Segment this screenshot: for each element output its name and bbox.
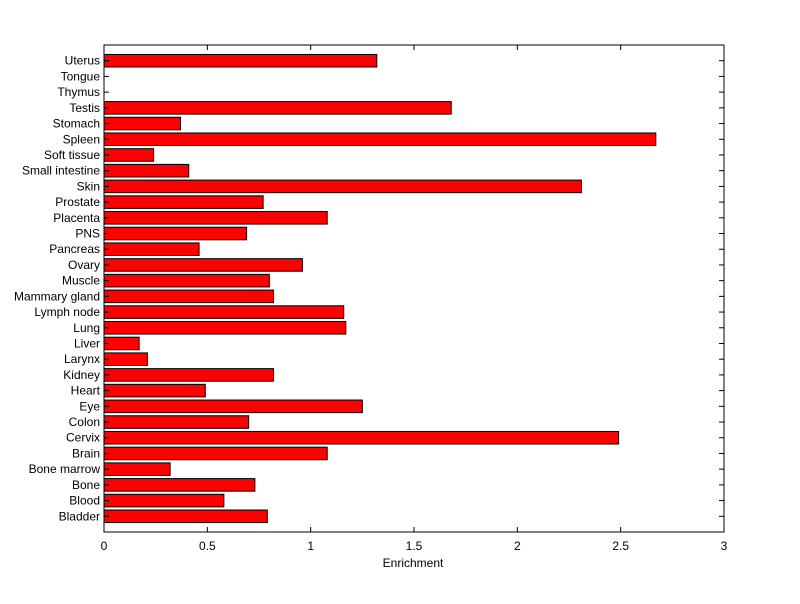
bar-testis bbox=[103, 101, 452, 115]
bar-uterus bbox=[103, 53, 378, 68]
bar-ovary bbox=[103, 258, 303, 272]
x-tick-label: 3 bbox=[721, 539, 728, 553]
category-label: Bladder bbox=[59, 509, 100, 523]
category-label: Stomach bbox=[53, 117, 100, 131]
x-tick-label: 0 bbox=[101, 539, 108, 553]
bar-lung bbox=[103, 320, 347, 335]
category-label: Ovary bbox=[68, 258, 100, 272]
category-label: Spleen bbox=[63, 132, 100, 146]
bar-lymph-node bbox=[103, 305, 345, 319]
category-label: Liver bbox=[74, 336, 100, 350]
category-label: Eye bbox=[79, 399, 100, 413]
category-label: Placenta bbox=[53, 211, 100, 225]
category-label: Blood bbox=[69, 494, 100, 508]
x-tick-label: 1 bbox=[307, 539, 314, 553]
bar-bone bbox=[103, 478, 256, 492]
bar-heart bbox=[103, 383, 206, 398]
category-label: Thymus bbox=[57, 85, 100, 99]
category-label: Kidney bbox=[63, 368, 100, 382]
category-label: Larynx bbox=[64, 352, 100, 366]
category-label: Muscle bbox=[62, 274, 100, 288]
bar-stomach bbox=[103, 116, 181, 131]
category-label: PNS bbox=[75, 227, 100, 241]
category-label: Bone bbox=[72, 478, 100, 492]
category-label: Colon bbox=[69, 415, 100, 429]
category-label: Skin bbox=[77, 179, 100, 193]
category-label: Lymph node bbox=[34, 305, 100, 319]
bar-bone-marrow bbox=[103, 462, 171, 476]
category-label: Small intestine bbox=[22, 164, 100, 178]
category-label: Lung bbox=[73, 321, 100, 335]
bar-cervix bbox=[103, 430, 620, 445]
category-label: Heart bbox=[71, 384, 101, 398]
bar-brain bbox=[103, 446, 328, 461]
bar-prostate bbox=[103, 195, 264, 209]
bar-blood bbox=[103, 493, 225, 508]
plot-frame bbox=[103, 44, 725, 533]
category-label: Soft tissue bbox=[44, 148, 100, 162]
category-label: Uterus bbox=[65, 54, 100, 68]
bar-eye bbox=[103, 399, 363, 414]
category-label: Testis bbox=[69, 101, 100, 115]
bar-skin bbox=[103, 179, 582, 194]
category-label: Mammary gland bbox=[14, 289, 100, 303]
category-label: Prostate bbox=[55, 195, 100, 209]
bar-colon bbox=[103, 415, 250, 429]
bar-liver bbox=[103, 336, 140, 351]
x-tick-labels-group: 0 0.5 1 1.5 2 2.5 3 bbox=[101, 539, 728, 553]
category-label: Tongue bbox=[61, 69, 101, 83]
bar-mammary-gland bbox=[103, 289, 274, 304]
bar-placenta bbox=[103, 211, 328, 225]
bar-soft-tissue bbox=[103, 148, 155, 162]
x-axis-label: Enrichment bbox=[383, 556, 444, 570]
category-label: Cervix bbox=[66, 431, 100, 445]
x-tick-label: 2 bbox=[514, 539, 521, 553]
x-tick-label: 1.5 bbox=[406, 539, 423, 553]
bar-larynx bbox=[103, 352, 148, 366]
category-label: Pancreas bbox=[49, 242, 100, 256]
category-label: Bone marrow bbox=[29, 462, 101, 476]
category-label: Brain bbox=[72, 446, 100, 460]
bar-bladder bbox=[103, 509, 268, 524]
bar-spleen bbox=[103, 132, 657, 147]
bar-muscle bbox=[103, 273, 270, 288]
bar-pns bbox=[103, 226, 248, 241]
x-tick-label: 0.5 bbox=[199, 539, 216, 553]
bar-pancreas bbox=[103, 242, 200, 257]
x-tick-label: 2.5 bbox=[612, 539, 629, 553]
bar-kidney bbox=[103, 368, 274, 382]
bar-small-intestine bbox=[103, 163, 190, 178]
